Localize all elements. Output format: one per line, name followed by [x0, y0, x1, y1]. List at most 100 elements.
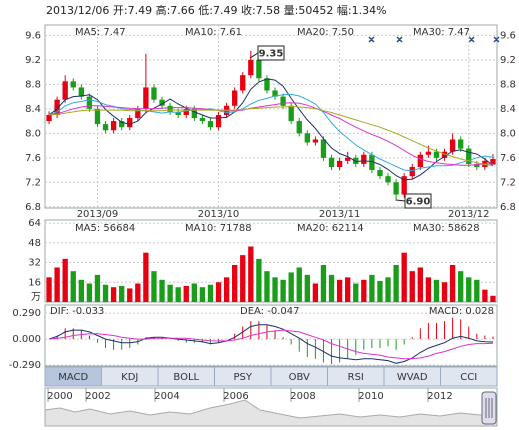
y-tick-label: 9.2 [25, 55, 41, 66]
volume-bar [256, 258, 262, 302]
volume-bar [94, 274, 101, 302]
candle-body [490, 159, 496, 165]
indicator-tab[interactable] [440, 366, 498, 387]
candle-body [361, 154, 367, 164]
y-tick-label: 8.0 [25, 128, 41, 139]
volume-bar [272, 277, 278, 302]
volume-bar [183, 285, 189, 302]
y-tick-label: 32 [28, 258, 41, 269]
macd-panel [44, 304, 498, 367]
tab-label: MACD [58, 372, 88, 383]
y-tick-label-right: 7.2 [500, 177, 516, 188]
volume-bar [328, 274, 335, 302]
candle-body [377, 170, 383, 177]
y-tick-label: 8.8 [25, 79, 41, 90]
candle-body [175, 111, 181, 115]
macd-legend: MACD: 0.028 [429, 306, 494, 317]
annotation-pointer [249, 52, 259, 59]
volume-bar [377, 281, 383, 302]
close-icons [368, 36, 500, 43]
y-tick-label: 16 [28, 277, 41, 288]
volume-bar [433, 279, 440, 302]
x-tick-label: 2013/12 [448, 209, 490, 220]
x-tick-label: 2013/09 [77, 209, 119, 220]
ma-legend: MA20: 7.50 [297, 27, 354, 38]
volume-legend: MA10: 71788 [185, 223, 252, 234]
candle-body [466, 148, 472, 164]
candle-body [248, 59, 254, 76]
y-tick-label-right: 9.2 [500, 55, 516, 66]
volume-bar [353, 283, 359, 302]
candle-body [94, 108, 101, 125]
candle-body [232, 90, 238, 106]
volume-bar [296, 267, 302, 302]
candle-body [441, 151, 448, 158]
macd-line [48, 329, 494, 360]
volume-bar [482, 289, 488, 302]
candle-body [433, 151, 440, 158]
y-tick-label: 6.8 [25, 202, 41, 213]
timeline-label: 2002 [85, 391, 110, 402]
candle-body [143, 87, 149, 109]
candle-body [110, 121, 117, 131]
volume-bar [248, 246, 254, 302]
candle-body [369, 154, 375, 171]
timeline-area [44, 399, 498, 427]
y-tick-label: 8.4 [25, 104, 41, 115]
timeline-label: 2008 [290, 391, 315, 402]
volume-bar [385, 277, 391, 302]
y-tick-label-right: 7.6 [500, 153, 516, 164]
volume-bar [78, 279, 84, 302]
volume-bar [207, 284, 214, 302]
volume-panel [44, 219, 498, 303]
volume-bar [215, 282, 222, 302]
volume-legend: MA5: 56684 [75, 223, 135, 234]
y-tick-label: 7.2 [25, 177, 41, 188]
volume-bar [304, 274, 310, 302]
timeline-label: 2004 [154, 391, 179, 402]
candle-body [449, 139, 456, 152]
candle-body [183, 108, 189, 115]
candle-body [417, 154, 423, 167]
tab-label: KDJ [121, 372, 138, 383]
ma-line [48, 93, 494, 172]
candle-body [474, 163, 480, 167]
volume-bar [86, 283, 93, 302]
volume-bar [466, 277, 472, 302]
volume-legend: MA20: 62114 [297, 223, 364, 234]
volume-bar [312, 283, 319, 302]
candle-body [167, 105, 173, 112]
candle-body [280, 96, 286, 106]
volume-bar [167, 284, 173, 302]
y-tick-label-right: 9.6 [500, 30, 516, 41]
volume-bar [175, 287, 181, 302]
volume-bar [288, 272, 294, 302]
macd-legend: DEA: -0.047 [240, 306, 299, 317]
price-panel [44, 24, 498, 209]
y-tick-label-right: 8.0 [500, 128, 516, 139]
candle-body [102, 124, 109, 131]
volume-bar [102, 284, 109, 302]
candle-body [119, 121, 125, 128]
candle-body [159, 99, 165, 106]
volume-bar [425, 277, 432, 302]
y-tick-label-right: 6.8 [500, 202, 516, 213]
volume-bar [223, 277, 230, 302]
candle-body [401, 176, 407, 195]
volume-bar [191, 283, 197, 302]
volume-bar [393, 265, 399, 302]
annotation-label: 9.35 [259, 49, 284, 60]
annotation-label: 6.90 [406, 197, 431, 208]
timeline-label: 2010 [358, 391, 383, 402]
volume-bar [401, 252, 407, 302]
candle-body [425, 151, 432, 155]
volume-bar [441, 282, 448, 302]
volume-bar [240, 255, 246, 302]
candle-body [256, 59, 262, 79]
volume-bar [127, 288, 133, 302]
volume-bar [62, 258, 68, 302]
candle-body [70, 81, 76, 88]
candle-body [207, 121, 214, 128]
volume-bar [361, 279, 367, 302]
candle-body [215, 114, 222, 128]
